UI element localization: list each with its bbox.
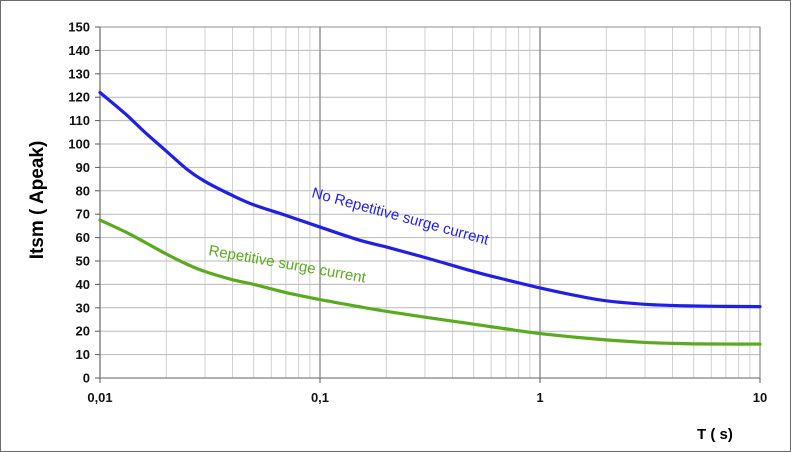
y-tick-label: 50 (76, 254, 90, 269)
y-axis-title: Itsm ( Apeak) (27, 141, 48, 260)
y-tick-label: 60 (76, 230, 90, 245)
x-tick-label: 0,01 (87, 390, 112, 405)
x-tick-label: 1 (536, 390, 543, 405)
y-tick-labels: 0 10 20 30 40 50 60 70 80 90 100 110 120 130 140 150 (68, 20, 100, 386)
y-tick-label: 100 (68, 137, 90, 152)
y-tick-label: 150 (68, 20, 90, 35)
x-axis-title: T ( s) (697, 426, 733, 443)
y-tick-label: 10 (76, 347, 90, 362)
grid (100, 27, 760, 378)
y-tick-label: 110 (69, 113, 90, 128)
plot-area (100, 27, 760, 378)
y-tick-label: 130 (68, 66, 90, 81)
y-tick-label: 40 (76, 277, 90, 292)
y-tick-label: 90 (76, 160, 90, 175)
y-tick-label: 30 (76, 300, 90, 315)
y-tick-label: 140 (68, 43, 90, 58)
y-tick-label: 0 (83, 371, 90, 386)
y-tick-label: 20 (76, 324, 90, 339)
x-tick-labels: 0,01 0,1 1 10 (87, 378, 767, 405)
y-tick-label: 80 (76, 183, 90, 198)
x-tick-label: 10 (753, 390, 767, 405)
y-tick-label: 70 (76, 207, 90, 222)
y-tick-label: 120 (68, 90, 90, 105)
x-tick-label: 0,1 (311, 390, 329, 405)
